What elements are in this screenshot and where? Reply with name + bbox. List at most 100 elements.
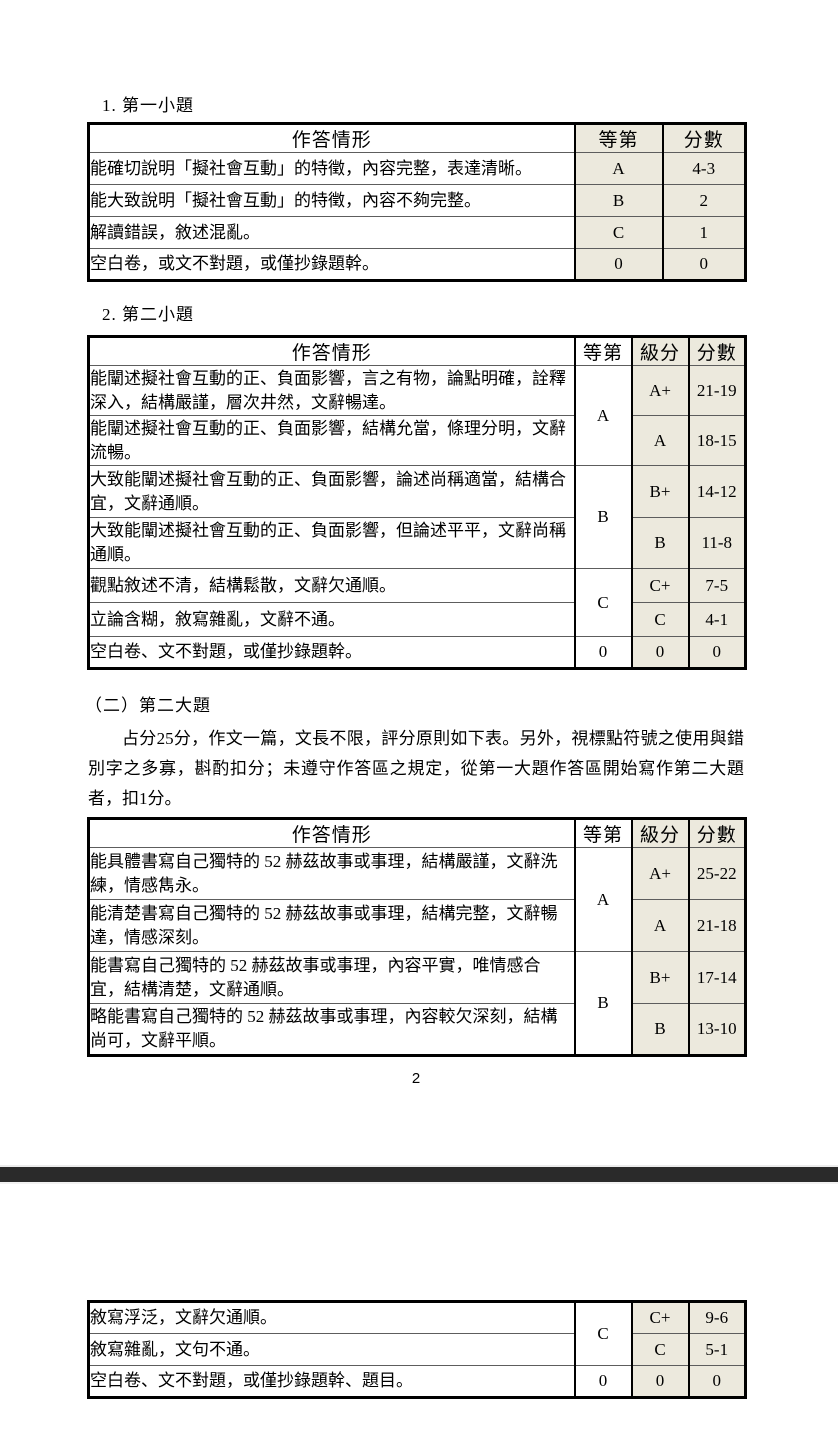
score-cell: 21-19 [687, 365, 747, 416]
table-row: 能確切說明「擬社會互動」的特徵，內容完整，表達清晰。 A 4-3 [87, 152, 747, 185]
grade-cell: C [573, 568, 633, 637]
table-row: 大致能闡述擬社會互動的正、負面影響，論述尚稱適當，結構合宜，文辭通順。 B B+… [87, 465, 747, 569]
grade-cell: A [573, 847, 633, 952]
page-separator-bar [0, 1167, 838, 1182]
level-cell: A [630, 415, 690, 466]
header-score: 分數 [687, 818, 747, 848]
criteria-cell: 立論含糊，敘寫雜亂，文辭不通。 [87, 602, 576, 637]
level-cell: B [630, 517, 690, 569]
table-header-row: 作答情形 等第 級分 分數 [87, 336, 747, 366]
criteria-cell: 空白卷、文不對題，或僅抄錄題幹、題目。 [87, 1365, 576, 1398]
criteria-cell: 敘寫浮泛，文辭欠通順。 [87, 1301, 576, 1334]
table-row: 略能書寫自己獨特的 52 赫茲故事或事理，內容較欠深刻，結構尚可，文辭平順。 B… [87, 1003, 747, 1056]
table-row: 能清楚書寫自己獨特的 52 赫茲故事或事理，結構完整，文辭暢達，情感深刻。 A … [87, 899, 747, 952]
table-row: 空白卷、文不對題，或僅抄錄題幹。 0 0 0 [87, 636, 747, 669]
table-row: 能闡述擬社會互動的正、負面影響，結構允當，條理分明，文辭流暢。 A 18-15 [87, 415, 747, 466]
header-situation: 作答情形 [87, 123, 576, 153]
header-level: 級分 [630, 818, 690, 848]
table-row: 解讀錯誤，敘述混亂。 C 1 [87, 216, 747, 249]
level-cell: C+ [630, 568, 690, 603]
table-row: 大致能闡述擬社會互動的正、負面影響，但論述平平，文辭尚稱通順。 B 11-8 [87, 517, 747, 569]
level-cell: A+ [630, 847, 690, 900]
grade-cell: 0 [573, 248, 664, 281]
score-cell: 1 [661, 216, 747, 249]
score-cell: 11-8 [687, 517, 747, 569]
level-cell: 0 [630, 1365, 690, 1398]
level-cell: C+ [630, 1301, 690, 1334]
criteria-cell: 能闡述擬社會互動的正、負面影響，言之有物，論點明確，詮釋深入，結構嚴謹，層次井然… [87, 365, 576, 416]
score-cell: 18-15 [687, 415, 747, 466]
score-cell: 14-12 [687, 465, 747, 518]
grade-cell: 0 [573, 1365, 633, 1398]
grade-cell: A [573, 365, 633, 466]
table-row: 能具體書寫自己獨特的 52 赫茲故事或事理，結構嚴謹，文辭洗練，情感雋永。 A … [87, 847, 747, 952]
table-header-row: 作答情形 等第 級分 分數 [87, 818, 747, 848]
criteria-cell: 能確切說明「擬社會互動」的特徵，內容完整，表達清晰。 [87, 152, 576, 185]
criteria-cell: 解讀錯誤，敘述混亂。 [87, 216, 576, 249]
table-row: 空白卷、文不對題，或僅抄錄題幹、題目。 0 0 0 [87, 1365, 747, 1398]
score-cell: 9-6 [687, 1301, 747, 1334]
score-cell: 21-18 [687, 899, 747, 952]
part-2-intro-paragraph: 占分25分，作文一篇，文長不限，評分原則如下表。另外，視標點符號之使用與錯別字之… [88, 729, 744, 808]
score-cell: 25-22 [687, 847, 747, 900]
table-row: 能闡述擬社會互動的正、負面影響，言之有物，論點明確，詮釋深入，結構嚴謹，層次井然… [87, 365, 747, 466]
criteria-cell: 大致能闡述擬社會互動的正、負面影響，論述尚稱適當，結構合宜，文辭通順。 [87, 465, 576, 518]
criteria-cell: 能書寫自己獨特的 52 赫茲故事或事理，內容平實，唯情感合宜，結構清楚，文辭通順… [87, 951, 576, 1004]
criteria-cell: 能大致說明「擬社會互動」的特徵，內容不夠完整。 [87, 184, 576, 217]
score-cell: 4-1 [687, 602, 747, 637]
header-grade: 等第 [573, 818, 633, 848]
grade-cell: A [573, 152, 664, 185]
header-score: 分數 [661, 123, 747, 153]
score-cell: 0 [661, 248, 747, 281]
header-level: 級分 [630, 336, 690, 366]
grade-cell: B [573, 951, 633, 1056]
criteria-cell: 敘寫雜亂，文句不通。 [87, 1333, 576, 1366]
table-row: 空白卷，或文不對題，或僅抄錄題幹。 0 0 [87, 248, 747, 281]
table-row: 能書寫自己獨特的 52 赫茲故事或事理，內容平實，唯情感合宜，結構清楚，文辭通順… [87, 951, 747, 1056]
score-cell: 13-10 [687, 1003, 747, 1056]
grade-cell: 0 [573, 636, 633, 669]
grade-cell: B [573, 184, 664, 217]
table-row: 敘寫浮泛，文辭欠通順。 C C+ 9-6 [87, 1301, 747, 1366]
header-score: 分數 [687, 336, 747, 366]
grade-cell: B [573, 465, 633, 569]
level-cell: A+ [630, 365, 690, 416]
level-cell: B+ [630, 465, 690, 518]
table-header-row: 作答情形 等第 分數 [87, 123, 747, 153]
level-cell: A [630, 899, 690, 952]
level-cell: 0 [630, 636, 690, 669]
criteria-cell: 觀點敘述不清，結構鬆散，文辭欠通順。 [87, 568, 576, 603]
score-cell: 0 [687, 1365, 747, 1398]
header-situation: 作答情形 [87, 818, 576, 848]
question-1-heading: 1. 第一小題 [102, 96, 194, 115]
score-cell: 0 [687, 636, 747, 669]
table-row: 敘寫雜亂，文句不通。 C 5-1 [87, 1333, 747, 1366]
part-2-heading: （二）第二大題 [85, 696, 211, 715]
table-row: 能大致說明「擬社會互動」的特徵，內容不夠完整。 B 2 [87, 184, 747, 217]
rubric-table-question-2: 作答情形 等第 級分 分數 能闡述擬社會互動的正、負面影響，言之有物，論點明確，… [87, 335, 747, 670]
rubric-table-part-2: 作答情形 等第 級分 分數 能具體書寫自己獨特的 52 赫茲故事或事理，結構嚴謹… [87, 817, 747, 1057]
criteria-cell: 略能書寫自己獨特的 52 赫茲故事或事理，內容較欠深刻，結構尚可，文辭平順。 [87, 1003, 576, 1056]
question-2-heading: 2. 第二小題 [102, 305, 194, 324]
header-situation: 作答情形 [87, 336, 576, 366]
level-cell: B+ [630, 951, 690, 1004]
criteria-cell: 大致能闡述擬社會互動的正、負面影響，但論述平平，文辭尚稱通順。 [87, 517, 576, 569]
grade-cell: C [573, 1301, 633, 1366]
score-cell: 5-1 [687, 1333, 747, 1366]
criteria-cell: 能清楚書寫自己獨特的 52 赫茲故事或事理，結構完整，文辭暢達，情感深刻。 [87, 899, 576, 952]
criteria-cell: 能具體書寫自己獨特的 52 赫茲故事或事理，結構嚴謹，文辭洗練，情感雋永。 [87, 847, 576, 900]
criteria-cell: 能闡述擬社會互動的正、負面影響，結構允當，條理分明，文辭流暢。 [87, 415, 576, 466]
criteria-cell: 空白卷，或文不對題，或僅抄錄題幹。 [87, 248, 576, 281]
score-cell: 7-5 [687, 568, 747, 603]
grade-cell: C [573, 216, 664, 249]
page-number: 2 [411, 1070, 421, 1087]
rubric-table-part-2-continued: 敘寫浮泛，文辭欠通順。 C C+ 9-6 敘寫雜亂，文句不通。 C 5-1 空白… [87, 1300, 747, 1399]
score-cell: 2 [661, 184, 747, 217]
table-row: 觀點敘述不清，結構鬆散，文辭欠通順。 C C+ 7-5 [87, 568, 747, 637]
level-cell: C [630, 602, 690, 637]
level-cell: B [630, 1003, 690, 1056]
score-cell: 17-14 [687, 951, 747, 1004]
level-cell: C [630, 1333, 690, 1366]
table-row: 立論含糊，敘寫雜亂，文辭不通。 C 4-1 [87, 602, 747, 637]
criteria-cell: 空白卷、文不對題，或僅抄錄題幹。 [87, 636, 576, 669]
